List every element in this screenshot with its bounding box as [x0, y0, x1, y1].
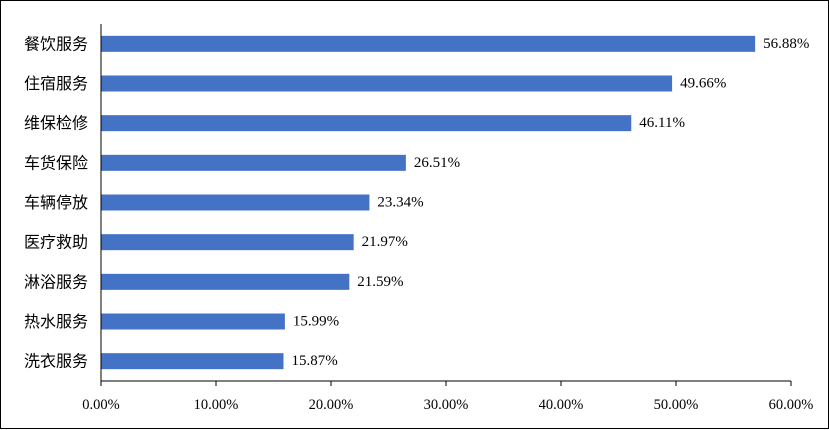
labels-group: 餐饮服务 56.88% 住宿服务 49.66% 维保检修 46.11% 车货保险 26.51%…: [24, 34, 813, 413]
category-label-3: 车货保险: [24, 153, 88, 172]
x-tick-label-1: 10.00%: [194, 397, 239, 413]
bar-8: [101, 353, 284, 370]
bar-2: [101, 115, 632, 132]
bar-1: [101, 75, 673, 92]
value-label-2: 46.11%: [639, 115, 685, 131]
x-tick-label-0: 0.00%: [82, 397, 119, 413]
x-tick-label-4: 40.00%: [539, 397, 584, 413]
category-label-6: 淋浴服务: [24, 272, 88, 291]
x-tick-label-2: 20.00%: [309, 397, 354, 413]
category-label-8: 洗衣服务: [24, 352, 88, 371]
value-label-3: 26.51%: [414, 155, 460, 171]
bars-group: [101, 35, 756, 370]
category-label-1: 住宿服务: [24, 74, 88, 93]
value-label-1: 49.66%: [680, 76, 726, 92]
category-label-5: 医疗救助: [24, 233, 88, 252]
x-tick-label-5: 50.00%: [654, 397, 699, 413]
value-label-4: 23.34%: [377, 195, 423, 211]
value-label-0: 56.88%: [763, 36, 809, 52]
value-label-5: 21.97%: [362, 234, 408, 250]
value-label-8: 15.87%: [292, 353, 338, 369]
x-tick-label-3: 30.00%: [424, 397, 469, 413]
bar-6: [101, 273, 350, 290]
bar-7: [101, 313, 285, 330]
category-label-0: 餐饮服务: [24, 34, 88, 53]
category-label-4: 车辆停放: [24, 193, 88, 212]
category-label-2: 维保检修: [24, 114, 88, 133]
bar-0: [101, 35, 756, 52]
category-label-7: 热水服务: [24, 312, 88, 331]
bar-4: [101, 194, 370, 211]
bar-5: [101, 234, 354, 251]
axes-group: [100, 24, 792, 386]
bar-3: [101, 154, 406, 171]
value-label-7: 15.99%: [293, 314, 339, 330]
x-tick-label-6: 60.00%: [769, 397, 814, 413]
value-label-6: 21.59%: [357, 274, 403, 290]
